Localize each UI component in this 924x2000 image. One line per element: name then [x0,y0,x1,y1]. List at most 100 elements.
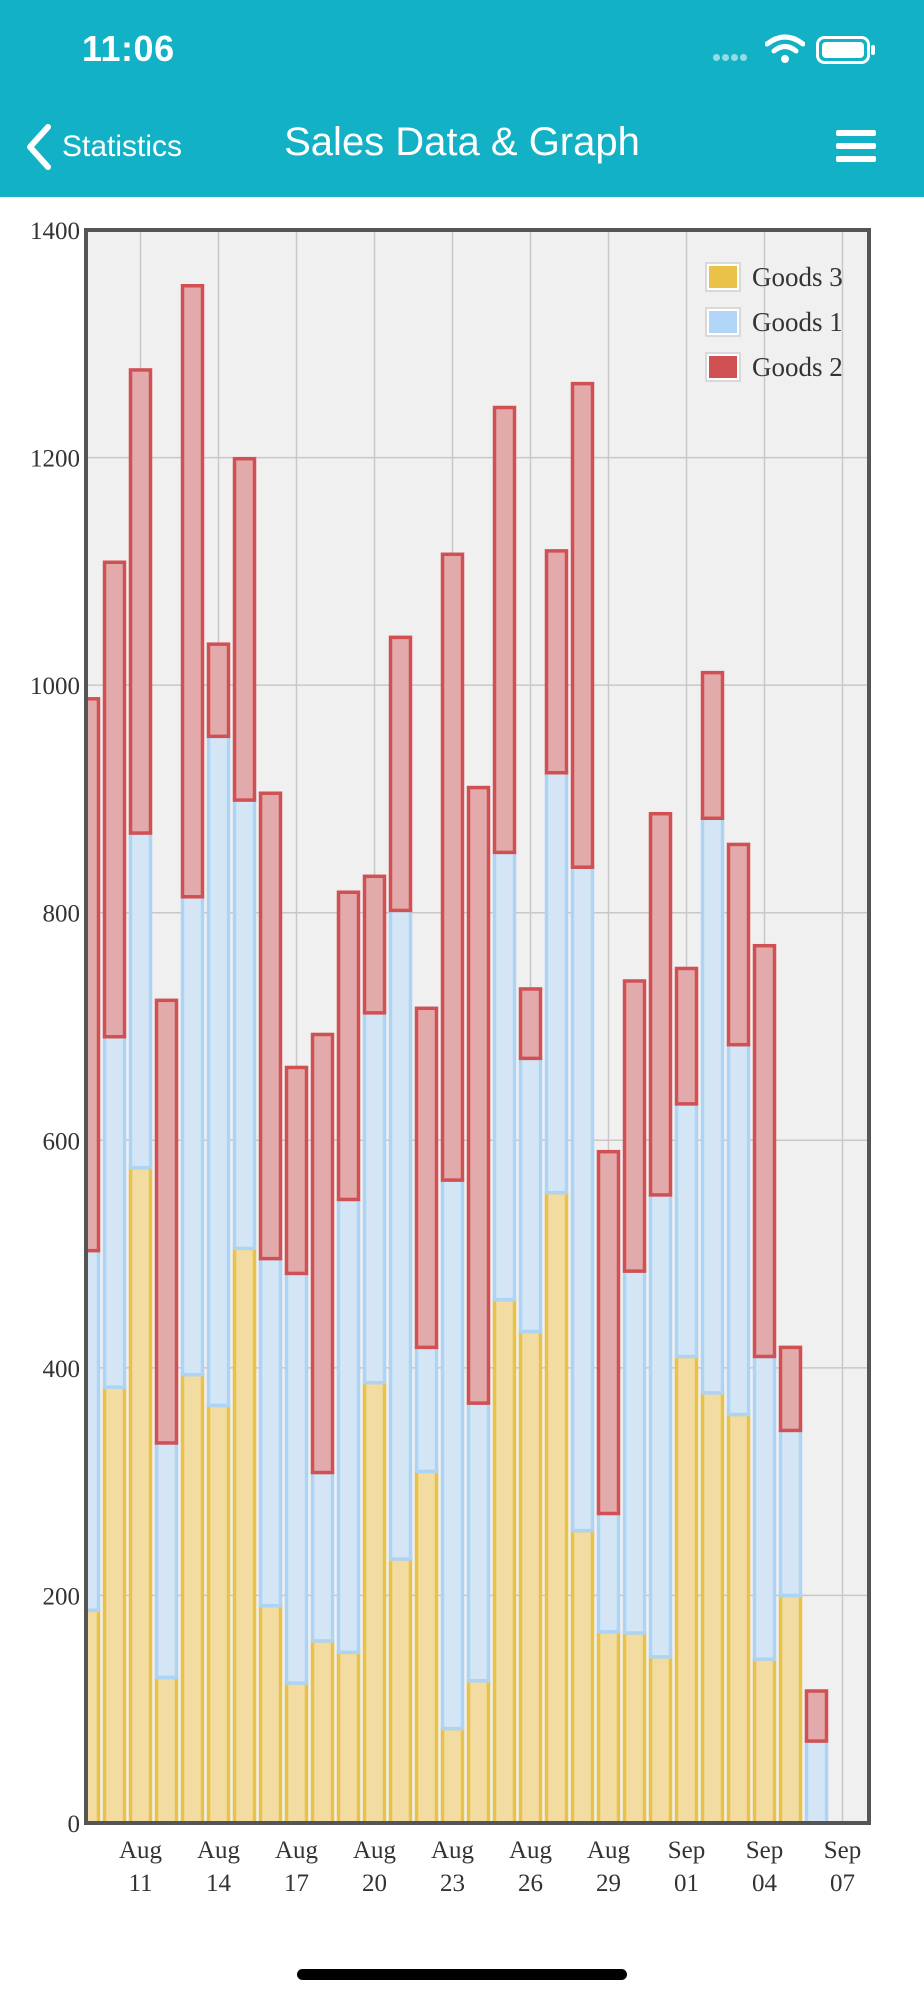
bar-goods-1[interactable] [492,850,517,1302]
bar-goods-2[interactable] [752,943,777,1359]
bar-goods-1[interactable] [336,1197,361,1655]
bar-goods-2[interactable] [804,1689,829,1743]
bar-goods-2[interactable] [466,785,491,1405]
bar-goods-3[interactable] [258,1603,283,1823]
bar-goods-2[interactable] [596,1149,621,1516]
bar-goods-1[interactable] [544,771,569,1195]
bar-goods-3[interactable] [674,1354,699,1823]
bar-goods-3[interactable] [388,1557,413,1823]
bar-goods-2[interactable] [674,966,699,1106]
bar-goods-3[interactable] [596,1630,621,1823]
bar-goods-1[interactable] [466,1401,491,1683]
bar-goods-1[interactable] [284,1271,309,1685]
bar-goods-3[interactable] [414,1469,439,1823]
battery-icon [816,36,875,64]
bar-goods-2[interactable] [128,368,153,835]
bar-goods-2[interactable] [362,874,387,1015]
bar-goods-1[interactable] [596,1511,621,1634]
bar-goods-1[interactable] [310,1470,335,1643]
x-tick-day: 11 [128,1870,152,1897]
bar-goods-2[interactable] [180,284,205,899]
y-tick-label: 200 [43,1583,81,1610]
bar-goods-3[interactable] [700,1391,725,1823]
bar-goods-2[interactable] [154,998,179,1445]
legend-swatch [709,356,737,378]
bars-group [79,284,829,1823]
bar-goods-2[interactable] [79,697,101,1253]
bar-goods-1[interactable] [414,1345,439,1474]
x-tick-month: Aug [353,1837,397,1864]
bar-goods-3[interactable] [492,1297,517,1823]
bar-goods-3[interactable] [154,1675,179,1823]
menu-icon[interactable] [836,128,876,164]
bar-goods-3[interactable] [544,1190,569,1823]
bar-goods-2[interactable] [284,1065,309,1276]
bar-goods-2[interactable] [440,552,465,1182]
bar-goods-2[interactable] [570,381,595,869]
bar-goods-2[interactable] [414,1006,439,1350]
bar-goods-3[interactable] [518,1329,543,1823]
bar-goods-3[interactable] [440,1726,465,1823]
bar-goods-3[interactable] [752,1657,777,1823]
x-tick-month: Aug [275,1837,319,1864]
bar-goods-3[interactable] [336,1650,361,1823]
bar-goods-1[interactable] [622,1269,647,1635]
bar-goods-1[interactable] [128,831,153,1170]
x-tick-day: 20 [362,1870,387,1897]
bar-goods-1[interactable] [778,1428,803,1598]
bar-goods-1[interactable] [362,1011,387,1385]
bar-goods-3[interactable] [362,1380,387,1823]
bar-goods-2[interactable] [206,642,231,739]
bar-goods-3[interactable] [648,1655,673,1823]
bar-goods-3[interactable] [232,1246,257,1823]
bar-goods-1[interactable] [154,1441,179,1680]
bar-goods-3[interactable] [284,1681,309,1823]
bar-goods-3[interactable] [310,1639,335,1823]
bar-goods-3[interactable] [79,1608,101,1823]
bar-goods-2[interactable] [544,549,569,775]
bar-goods-1[interactable] [674,1102,699,1359]
bar-goods-3[interactable] [570,1528,595,1823]
bar-goods-1[interactable] [700,816,725,1395]
bar-goods-1[interactable] [570,865,595,1533]
back-label: Statistics [62,130,183,163]
bar-goods-1[interactable] [648,1193,673,1659]
bar-goods-2[interactable] [336,890,361,1202]
bar-goods-2[interactable] [492,405,517,855]
bar-goods-2[interactable] [622,979,647,1273]
bar-goods-2[interactable] [102,560,127,1039]
bar-goods-3[interactable] [778,1593,803,1823]
bar-goods-1[interactable] [102,1034,127,1389]
bar-goods-3[interactable] [128,1165,153,1823]
x-tick-month: Aug [587,1837,631,1864]
chevron-left-icon [27,124,51,170]
bar-goods-2[interactable] [310,1032,335,1475]
bar-goods-2[interactable] [258,791,283,1261]
bar-goods-1[interactable] [804,1739,829,1823]
bar-goods-3[interactable] [726,1412,751,1823]
bar-goods-2[interactable] [648,811,673,1197]
bar-goods-1[interactable] [440,1178,465,1731]
page-title: Sales Data & Graph [284,120,640,164]
bar-goods-2[interactable] [232,456,257,802]
bar-goods-1[interactable] [726,1042,751,1417]
bar-goods-3[interactable] [466,1679,491,1823]
bar-goods-2[interactable] [700,670,725,821]
bar-goods-3[interactable] [102,1385,127,1823]
bar-goods-1[interactable] [388,908,413,1561]
bar-goods-1[interactable] [232,798,257,1251]
bar-goods-1[interactable] [79,1248,101,1612]
bar-goods-3[interactable] [206,1403,231,1823]
bar-goods-2[interactable] [726,842,751,1047]
back-button[interactable]: Statistics [24,122,182,172]
bar-goods-2[interactable] [518,987,543,1061]
bar-goods-1[interactable] [180,895,205,1377]
bar-goods-2[interactable] [778,1345,803,1433]
bar-goods-2[interactable] [388,635,413,913]
bar-goods-3[interactable] [622,1631,647,1823]
bar-goods-1[interactable] [206,734,231,1408]
bar-goods-3[interactable] [180,1372,205,1823]
bar-goods-1[interactable] [752,1354,777,1661]
bar-goods-1[interactable] [518,1056,543,1334]
bar-goods-1[interactable] [258,1256,283,1608]
